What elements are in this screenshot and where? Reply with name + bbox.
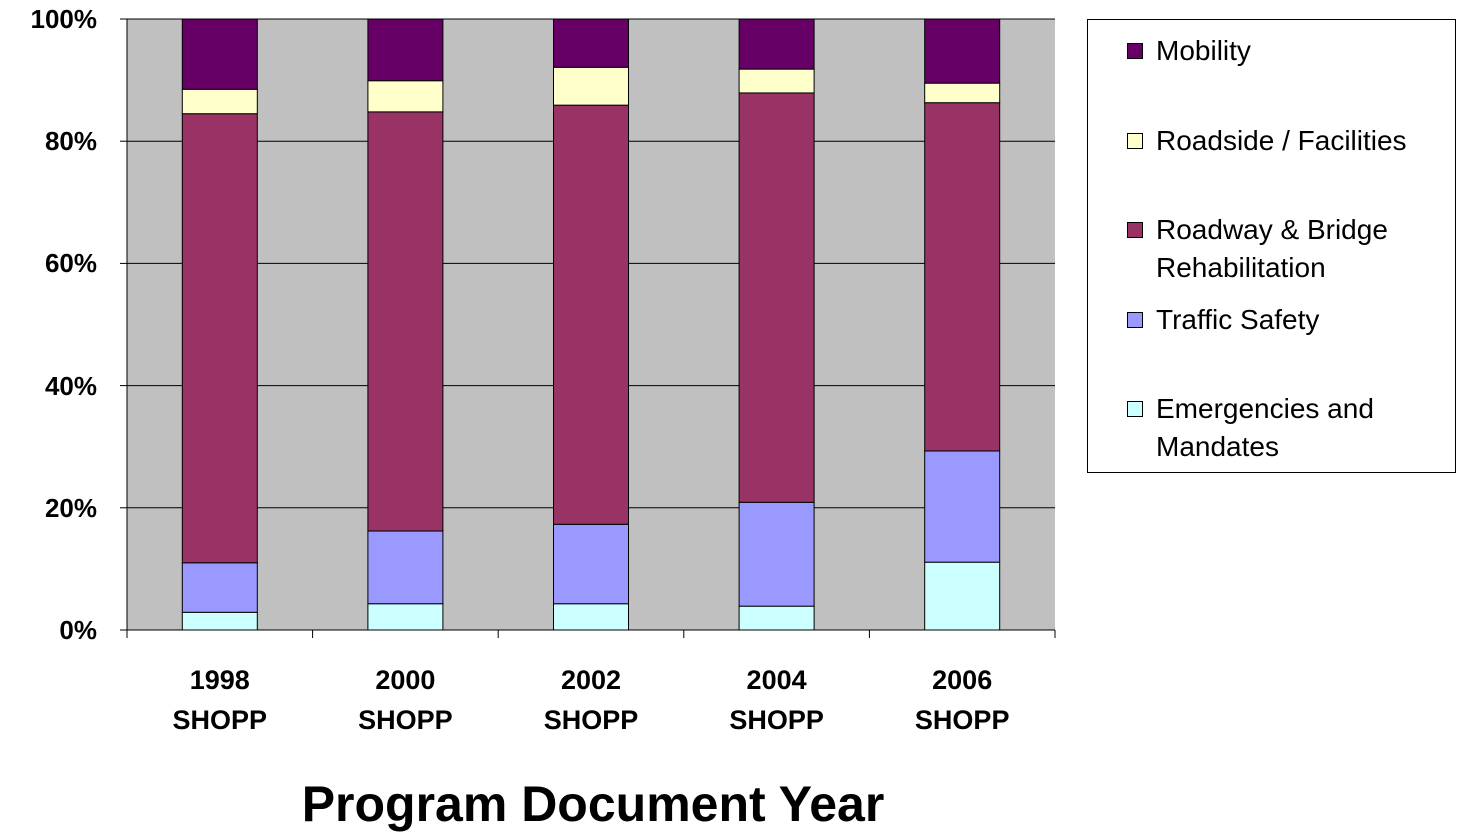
legend-label: Emergencies and Mandates	[1156, 393, 1374, 462]
legend-swatch	[1127, 311, 1143, 328]
bar-segment	[553, 523, 629, 605]
bar-segment	[367, 530, 444, 605]
bar-segment	[924, 82, 1001, 104]
bar-segment	[553, 104, 629, 525]
x-tick-label: 2004 SHOPP	[729, 665, 824, 735]
y-tick-label: 60%	[44, 248, 97, 279]
bar-segment	[181, 88, 258, 115]
y-tick-label: 40%	[44, 370, 97, 401]
bar-segment	[367, 80, 444, 113]
legend-swatch	[1127, 222, 1143, 238]
y-tick-label: 100%	[30, 4, 98, 34]
x-tick-label: 2006 SHOPP	[914, 665, 1010, 735]
bar-segment	[367, 18, 444, 82]
bar-segment	[924, 450, 1001, 563]
bar-segment	[738, 501, 815, 607]
x-axis-title: Program Document Year	[301, 776, 885, 832]
y-tick-label: 80%	[44, 126, 97, 157]
y-tick-label: 0%	[59, 615, 97, 645]
bar-segment	[738, 92, 815, 503]
bar-segment	[924, 561, 1001, 631]
bar-segment	[367, 603, 444, 631]
bar-segment	[367, 111, 444, 532]
legend-label: Roadside / Facilities	[1156, 124, 1407, 156]
bar-segment	[738, 18, 815, 70]
bar-segment	[181, 562, 258, 613]
bar-segment	[181, 611, 258, 631]
bar-segment	[738, 605, 815, 631]
legend-swatch	[1127, 132, 1143, 149]
legend-label: Roadway & Bridge Rehabilitation	[1156, 214, 1388, 283]
legend-label: Traffic Safety	[1156, 303, 1320, 335]
bar-segment	[553, 66, 629, 106]
bar-segment	[553, 603, 629, 631]
x-tick-label: 1998 SHOPP	[172, 665, 268, 735]
legend: Mobility Roadside / Facilities Roadway & B…	[1087, 19, 1456, 473]
y-tick-label: 20%	[44, 492, 97, 523]
x-tick-label: 2002 SHOPP	[543, 665, 639, 735]
legend-label: Mobility	[1156, 35, 1251, 66]
bar-segment	[924, 18, 1001, 84]
bar-segment	[181, 18, 258, 90]
bar-segment	[738, 68, 815, 94]
bar-segment	[553, 18, 629, 68]
legend-swatch	[1127, 401, 1143, 417]
legend-swatch	[1127, 43, 1143, 59]
x-tick-label: 2000 SHOPP	[358, 665, 453, 735]
bar-segment	[181, 113, 258, 564]
bar-segment	[924, 102, 1001, 452]
